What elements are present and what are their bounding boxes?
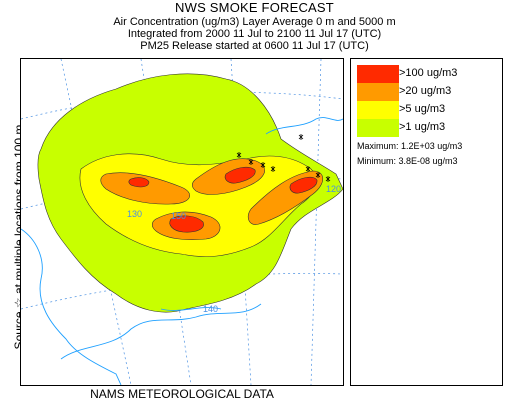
smoke-core-1	[169, 215, 204, 233]
graticule-label-3: 150	[171, 211, 186, 221]
river-1	[160, 307, 222, 311]
lon-line-4	[310, 59, 322, 385]
source-star-icon	[248, 159, 254, 165]
legend-label: >1 ug/m3	[399, 121, 446, 133]
legend-swatch	[357, 83, 399, 101]
source-star-icon	[298, 134, 304, 140]
smoke-region-20a	[100, 172, 190, 205]
lat-line-1	[21, 92, 343, 120]
meteorological-data-label: NAMS METEOROLOGICAL DATA	[90, 387, 274, 401]
source-star-icon	[325, 176, 331, 182]
legend-item: >1 ug/m3	[357, 119, 497, 137]
legend-panel: >100 ug/m3 >20 ug/m3 >5 ug/m3 >1 ug/m3 M…	[350, 58, 503, 386]
legend-swatch	[357, 119, 399, 137]
legend-label: >5 ug/m3	[399, 103, 446, 115]
source-star-icon	[270, 166, 276, 172]
legend-item: >5 ug/m3	[357, 101, 497, 119]
legend-item: >100 ug/m3	[357, 65, 497, 83]
subtitle-integration: Integrated from 2000 11 Jul to 2100 11 J…	[127, 28, 382, 40]
legend-maximum: Maximum: 1.2E+03 ug/m3	[357, 141, 463, 151]
map-title: NWS SMOKE FORECAST	[175, 0, 334, 15]
smoke-core-2	[224, 166, 256, 184]
source-star-icon	[315, 172, 321, 178]
coastlines	[21, 117, 343, 385]
source-star-icon	[236, 152, 242, 158]
source-star-icon	[260, 162, 266, 168]
smoke-core-4	[128, 177, 150, 188]
coastline-west	[21, 228, 122, 385]
smoke-core-3	[289, 176, 318, 194]
source-star-icon	[305, 166, 311, 172]
graticule-label-1: 130	[127, 209, 142, 219]
graticule-label-4: 140	[203, 304, 218, 314]
coastline-south	[60, 303, 262, 360]
smoke-map: 130 120 150 140	[21, 59, 343, 385]
subtitle-concentration: Air Concentration (ug/m3) Layer Average …	[113, 16, 396, 28]
coastline-north	[265, 117, 343, 135]
legend-label: >100 ug/m3	[399, 67, 458, 79]
legend-swatch	[357, 101, 399, 119]
legend-minimum: Minimum: 3.8E-08 ug/m3	[357, 156, 458, 166]
legend-label: >20 ug/m3	[399, 85, 452, 97]
legend-swatch	[357, 65, 399, 83]
legend-item: >20 ug/m3	[357, 83, 497, 101]
subtitle-release: PM25 Release started at 0600 11 Jul 17 (…	[140, 40, 369, 52]
map-panel: 130 120 150 140	[20, 58, 344, 386]
source-markers	[236, 134, 331, 182]
graticule-label-2: 120	[326, 184, 341, 194]
